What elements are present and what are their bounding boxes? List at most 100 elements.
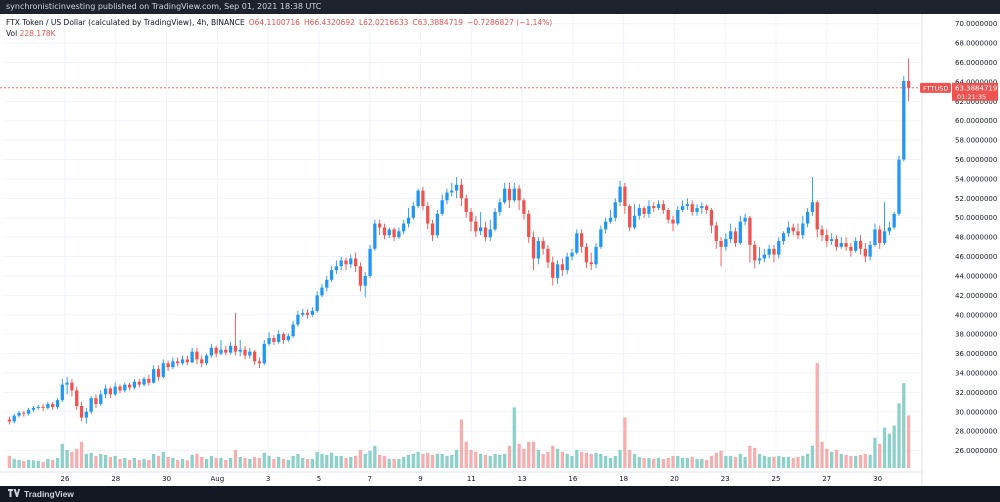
volume-bar — [882, 427, 887, 468]
volume-bar — [897, 403, 901, 468]
candle-body — [705, 206, 709, 210]
volume-bar — [656, 457, 661, 468]
candle-body — [628, 206, 632, 228]
candle-body — [123, 384, 127, 391]
volume-bar — [358, 449, 363, 468]
volume-bar — [700, 458, 704, 468]
candle-body — [79, 405, 84, 418]
candle-body — [166, 363, 170, 368]
candle-body — [820, 229, 824, 236]
candle-body — [382, 227, 387, 236]
volume-bar — [406, 454, 411, 468]
candle-body — [137, 381, 141, 385]
candle-body — [753, 244, 757, 261]
candle-body — [17, 412, 21, 416]
price-tick-label: 66.0000000 — [955, 59, 997, 67]
volume-bar — [469, 449, 473, 468]
time-tick-label: 16 — [568, 475, 577, 483]
volume-bar — [22, 460, 26, 468]
candle-body — [195, 351, 199, 360]
candle-body — [84, 411, 88, 418]
volume-bar — [666, 457, 670, 468]
brand-label: TradingView — [24, 489, 74, 499]
candle-body — [830, 239, 834, 242]
candle-body — [647, 206, 651, 214]
candle-body — [204, 355, 209, 364]
tradingview-brand[interactable]: TradingView — [8, 489, 74, 499]
volume-bar — [637, 456, 641, 468]
price-tick-label: 30.0000000 — [955, 408, 997, 416]
volume-bar — [868, 454, 872, 468]
time-tick-label: 11 — [467, 475, 476, 483]
symbol-title: FTX Token / US Dollar (calculated by Tra… — [6, 18, 245, 27]
candle-body — [41, 406, 45, 408]
candle-body — [709, 209, 714, 226]
candle-body — [430, 223, 435, 236]
time-axis[interactable]: 26 28 30 Aug 3 5 7 9 11 13 16 18 20 23 25 27 30 — [0, 471, 922, 483]
candle-body — [253, 351, 257, 362]
candle-body — [469, 211, 473, 222]
candle-body — [257, 361, 262, 364]
legend-change: −0.7286827 (−1.14%) — [467, 18, 553, 27]
candle-body — [608, 217, 613, 222]
candle-body — [834, 239, 839, 247]
volume-bar — [36, 460, 40, 468]
volume-bar — [185, 460, 189, 468]
candle-body — [858, 241, 863, 249]
candle-body — [777, 241, 781, 255]
volume-bar — [176, 459, 180, 468]
candle-body — [844, 242, 848, 247]
volume-bar — [887, 433, 891, 468]
candle-body — [483, 227, 488, 238]
candle-body — [594, 246, 598, 265]
candle-body — [897, 159, 901, 214]
legend-close: C63.3884719 — [412, 18, 464, 27]
volume-bar — [310, 458, 314, 468]
volume-bar — [291, 455, 295, 468]
volume-bar — [791, 457, 795, 468]
volume-bar — [762, 455, 766, 468]
volume-bar — [166, 456, 170, 468]
candle-body — [334, 266, 339, 271]
candle-body — [320, 287, 324, 296]
volume-bar — [84, 453, 88, 468]
volume-bar — [305, 458, 310, 468]
candle-body — [882, 231, 887, 243]
candle-body — [815, 202, 819, 230]
candle-body — [584, 246, 589, 263]
volume-bar — [27, 459, 31, 468]
volume-bar — [108, 456, 113, 468]
volume-bar — [353, 455, 358, 468]
volume-bar — [796, 456, 800, 468]
price-tick-label: 46.0000000 — [955, 253, 997, 261]
volume-bar — [387, 458, 391, 468]
candle-body — [661, 204, 665, 210]
candle-body — [652, 206, 656, 209]
candle-body — [536, 241, 540, 259]
volume-bar — [825, 448, 829, 468]
candle-body — [22, 412, 26, 414]
volume-bar — [661, 458, 665, 468]
volume-bar — [724, 455, 728, 468]
candle-body — [498, 202, 502, 212]
candlestick-chart[interactable]: 26.0000000 28.0000000 30.0000000 32.0000000… — [0, 14, 1000, 486]
candle-body — [113, 386, 117, 395]
candle-body — [349, 258, 353, 265]
volume-bar — [531, 441, 536, 468]
volume-bar — [454, 449, 459, 468]
volume-bar — [767, 456, 771, 468]
candle-body — [743, 217, 747, 222]
candle-body — [301, 312, 305, 315]
candle-body — [55, 400, 60, 407]
volume-bar — [286, 459, 290, 468]
volume-bar — [65, 449, 69, 468]
volume-bar — [137, 459, 141, 468]
candle-body — [527, 213, 531, 238]
volume-bar — [339, 455, 343, 468]
volume-bar — [522, 448, 526, 468]
candle-body — [781, 233, 786, 242]
price-tick-label: 58.0000000 — [955, 137, 997, 145]
candle-body — [272, 338, 276, 342]
volume-bar — [483, 454, 488, 468]
volume-bar — [565, 453, 569, 468]
